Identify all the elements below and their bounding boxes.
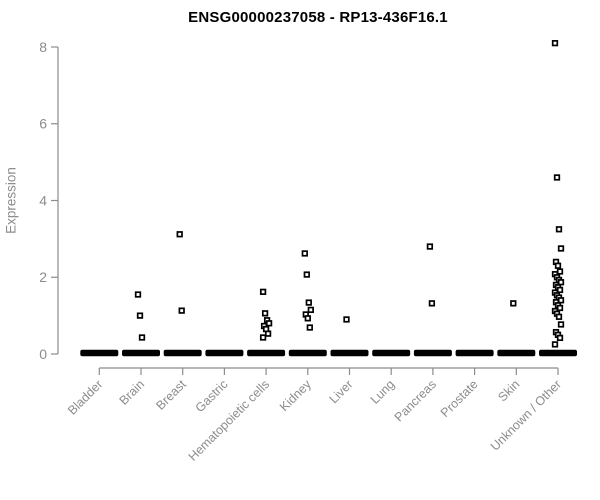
x-tick-label: Prostate xyxy=(438,377,481,420)
x-tick-label: Hematopoietic cells xyxy=(186,377,273,464)
data-point xyxy=(557,297,565,304)
data-point xyxy=(304,315,311,322)
zero-expression-cluster xyxy=(330,349,369,357)
data-point xyxy=(556,268,564,275)
data-point xyxy=(426,243,434,250)
data-point xyxy=(265,320,273,327)
x-tick-label: Breast xyxy=(153,377,189,413)
zero-expression-cluster xyxy=(497,349,536,357)
zero-expression-cluster xyxy=(163,349,202,357)
zero-expression-cluster xyxy=(247,349,286,357)
x-tick-label: Bladder xyxy=(65,377,105,417)
data-point xyxy=(306,324,313,331)
data-point xyxy=(557,279,565,286)
zero-expression-cluster xyxy=(455,349,494,357)
x-tick-label: Gastric xyxy=(193,377,231,415)
chart-title: ENSG00000237058 - RP13-436F16.1 xyxy=(188,9,448,26)
data-point xyxy=(178,307,185,314)
data-point xyxy=(343,316,350,323)
y-tick-label: 0 xyxy=(39,346,47,362)
zero-expression-cluster xyxy=(122,349,160,357)
zero-expression-cluster xyxy=(413,349,452,357)
x-tick-label: Kidney xyxy=(277,377,314,414)
data-point xyxy=(303,271,310,278)
data-point xyxy=(555,226,563,233)
x-tick-label: Lung xyxy=(368,377,398,407)
data-point xyxy=(556,286,564,294)
data-point xyxy=(305,299,312,306)
data-point xyxy=(551,341,559,348)
x-tick-label: Pancreas xyxy=(392,377,439,424)
data-point xyxy=(301,250,308,257)
zero-expression-cluster xyxy=(288,349,327,357)
data-point xyxy=(553,174,561,181)
data-point xyxy=(264,330,272,337)
data-point xyxy=(555,313,563,320)
y-tick-label: 2 xyxy=(39,269,47,285)
data-point xyxy=(551,40,559,47)
data-point xyxy=(261,310,269,317)
data-point xyxy=(176,231,183,238)
y-tick-label: 6 xyxy=(39,116,47,132)
data-point xyxy=(556,304,564,312)
zero-expression-cluster xyxy=(372,349,411,357)
y-tick-label: 4 xyxy=(39,192,47,208)
data-point xyxy=(557,321,565,328)
x-tick-label: Skin xyxy=(495,377,522,404)
data-point xyxy=(136,312,144,319)
zero-expression-cluster xyxy=(539,349,577,357)
data-point xyxy=(556,334,564,342)
zero-expression-cluster xyxy=(205,349,244,357)
y-tick-label: 8 xyxy=(39,39,47,55)
data-point xyxy=(510,300,517,307)
data-point xyxy=(134,291,142,298)
data-point xyxy=(259,334,267,341)
data-point xyxy=(307,306,314,314)
data-point xyxy=(138,334,146,341)
data-point xyxy=(554,262,562,269)
data-point xyxy=(557,245,565,252)
data-point xyxy=(259,288,267,295)
data-point xyxy=(428,300,436,307)
x-tick-label: Brain xyxy=(117,377,148,408)
x-tick-label: Liver xyxy=(327,377,356,406)
zero-expression-cluster xyxy=(80,349,119,357)
x-tick-label: Unknown / Other xyxy=(488,377,564,453)
